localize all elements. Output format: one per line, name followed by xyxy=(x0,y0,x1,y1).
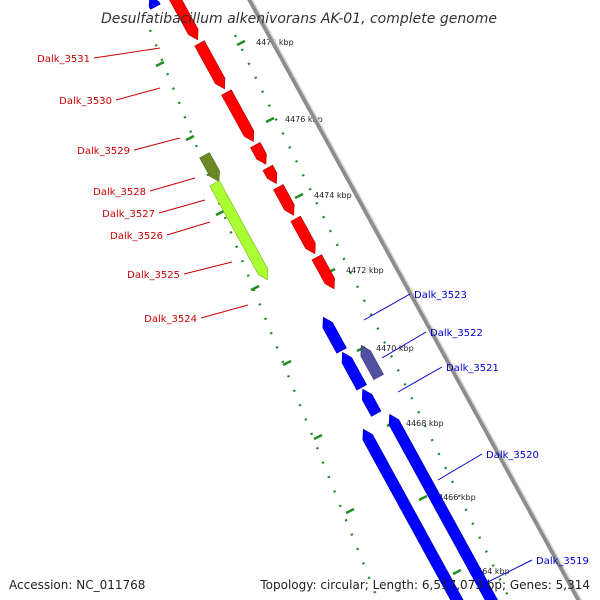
forward-gene-feature xyxy=(169,0,199,41)
label-leader-line xyxy=(397,366,443,393)
inner-tick-ring xyxy=(148,29,380,600)
scale-tick-label: 4474 kbp xyxy=(314,191,352,200)
backbone xyxy=(247,0,583,600)
gene-label: Dalk_3522 xyxy=(430,328,483,339)
forward-gene-feature xyxy=(311,254,335,290)
forward-gene-feature xyxy=(221,89,255,143)
reverse-highlight-feature xyxy=(360,344,384,381)
reverse-gene-feature xyxy=(322,316,347,354)
gene-label: Dalk_3523 xyxy=(414,290,467,301)
gene-label: Dalk_3521 xyxy=(446,363,499,374)
map-title: Desulfatibacillum alkenivorans AK-01, co… xyxy=(101,11,497,27)
major-tick xyxy=(452,568,462,576)
label-leader-line xyxy=(115,87,161,101)
forward-highlight-feature xyxy=(199,152,220,183)
gene-label: Dalk_3520 xyxy=(486,450,539,461)
gene-label: Dalk_3528 xyxy=(93,187,146,198)
accession-text: Accession: NC_011768 xyxy=(9,578,146,592)
scale-tick-label: 4466 kbp xyxy=(438,493,476,502)
forward-gene-feature xyxy=(290,215,316,255)
minor-tick xyxy=(215,209,225,217)
label-leader-line xyxy=(200,304,249,319)
forward-gene-feature xyxy=(273,184,295,216)
label-leader-line xyxy=(381,331,427,359)
gene-label: Dalk_3525 xyxy=(127,270,180,281)
label-leader-line xyxy=(158,199,206,214)
reverse-gene-feature xyxy=(148,0,161,10)
backbone-highlight xyxy=(251,0,583,600)
outer-tick-ring xyxy=(233,34,512,600)
label-leader-line xyxy=(133,137,181,151)
gene-label: Dalk_3527 xyxy=(102,209,155,220)
major-tick xyxy=(236,39,246,47)
label-leader-line xyxy=(437,453,483,481)
minor-tick xyxy=(282,359,292,367)
label-leader-line xyxy=(93,47,161,59)
gene-labels: Dalk_3531 Dalk_3530 Dalk_3529 Dalk_3528 Dalk… xyxy=(37,47,589,587)
major-tick xyxy=(294,192,304,200)
reverse-gene-feature xyxy=(388,413,498,600)
forward-gene-feature xyxy=(262,164,278,185)
gene-label: Dalk_3530 xyxy=(59,96,112,107)
reverse-gene-feature xyxy=(362,428,464,600)
topology-text: Topology: circular; Length: 6,517,073 bp… xyxy=(260,578,590,592)
label-leader-line xyxy=(479,559,533,587)
scale-tick-label: 4472 kbp xyxy=(346,266,384,275)
gene-label: Dalk_3531 xyxy=(37,54,90,65)
forward-gene-feature xyxy=(250,141,267,165)
minor-tick xyxy=(185,134,195,142)
label-leader-line xyxy=(183,261,233,275)
gene-features xyxy=(148,0,498,600)
scale-tick-label: 4476 kbp xyxy=(285,115,323,124)
gene-label: Dalk_3529 xyxy=(77,146,130,157)
gene-label: Dalk_3526 xyxy=(110,231,163,242)
minor-tick xyxy=(313,433,323,441)
backbone-line xyxy=(247,0,582,600)
gene-label: Dalk_3519 xyxy=(536,556,589,567)
scale-tick-label: 4470 kbp xyxy=(376,344,414,353)
major-tick xyxy=(265,116,275,124)
minor-tick xyxy=(250,284,260,292)
minor-tick xyxy=(345,507,355,515)
reverse-gene-feature xyxy=(341,351,368,391)
scale-tick-label: 4468 kbp xyxy=(406,419,444,428)
gene-label: Dalk_3524 xyxy=(144,314,197,325)
label-leader-line xyxy=(166,221,211,236)
forward-gene-feature xyxy=(194,40,226,90)
major-tick xyxy=(418,494,428,502)
minor-tick xyxy=(155,60,165,68)
label-leader-line xyxy=(149,177,196,192)
forward-highlight-feature xyxy=(209,180,269,281)
label-leader-line xyxy=(363,293,411,321)
scale-tick-label: 4464 kbp xyxy=(472,567,510,576)
reverse-gene-feature xyxy=(361,388,382,417)
